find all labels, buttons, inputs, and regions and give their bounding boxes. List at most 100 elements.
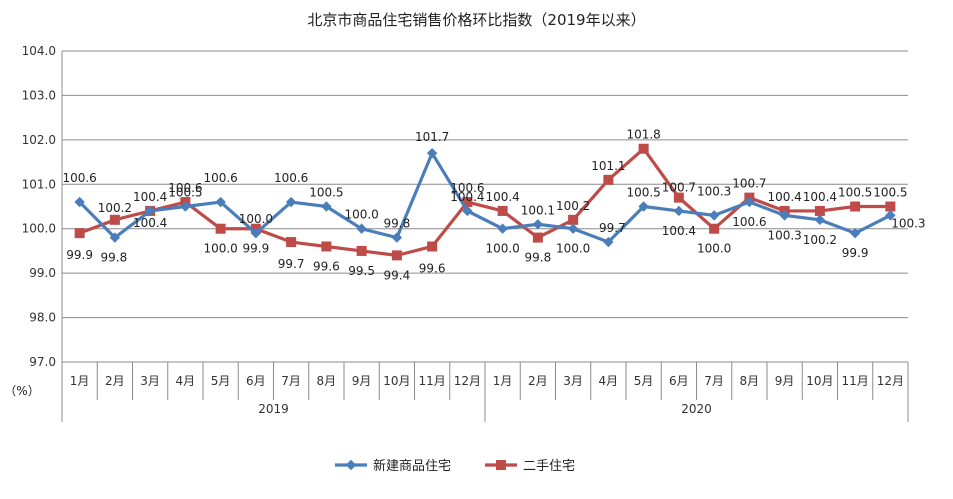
- y-tick-label: 102.0: [22, 133, 56, 147]
- data-point-diamond: [144, 205, 156, 217]
- x-tick-label: 12月: [877, 374, 904, 388]
- data-point-square: [497, 205, 508, 216]
- x-tick-label: 4月: [599, 374, 619, 388]
- data-point-square: [356, 245, 367, 256]
- data-label: 99.6: [419, 261, 446, 275]
- data-label: 100.0: [556, 242, 590, 256]
- data-label: 100.0: [344, 208, 378, 222]
- data-label: 100.2: [556, 199, 590, 213]
- data-point-diamond: [462, 205, 473, 217]
- data-label: 100.3: [767, 228, 801, 242]
- data-label: 100.7: [732, 177, 766, 191]
- data-point-diamond: [638, 201, 649, 212]
- series-line-new-homes: [78, 151, 892, 244]
- data-point-diamond: [180, 201, 191, 212]
- data-label: 100.1: [521, 203, 555, 217]
- data-label: 100.5: [873, 186, 907, 200]
- data-label: 100.4: [662, 224, 696, 238]
- x-tick-label: 7月: [704, 374, 724, 388]
- data-label: 99.6: [313, 259, 340, 273]
- x-tick-label: 9月: [352, 374, 372, 388]
- series-line-second-hand: [79, 147, 891, 257]
- data-point-diamond: [109, 232, 121, 243]
- data-label: 100.5: [626, 186, 660, 200]
- data-label: 100.6: [450, 181, 484, 195]
- data-label: 99.8: [101, 251, 128, 265]
- data-point-diamond: [744, 196, 755, 208]
- y-tick-label: 97.0: [29, 355, 56, 369]
- data-point-square: [885, 201, 896, 212]
- data-point-diamond: [356, 223, 367, 234]
- data-point-square: [603, 174, 614, 185]
- x-tick-label: 2月: [105, 374, 125, 388]
- x-tick-label: 11月: [841, 374, 868, 388]
- x-tick-label: 8月: [740, 374, 760, 388]
- data-point-square: [427, 241, 438, 252]
- data-point-square: [568, 214, 579, 225]
- data-label: 99.9: [243, 242, 270, 256]
- axis-layer: 97.0 98.0 99.0 100.0 101.0 102.0 103.0 104.0 1月 2…: [22, 44, 909, 422]
- data-label: 100.0: [203, 242, 237, 256]
- data-point-diamond: [708, 210, 720, 221]
- data-label: 100.5: [168, 186, 202, 200]
- data-point-square: [814, 205, 825, 216]
- data-point-diamond: [321, 201, 332, 212]
- data-point-diamond: [74, 196, 85, 208]
- data-label: 99.9: [66, 248, 93, 262]
- data-point-square: [109, 214, 120, 225]
- data-point-diamond: [673, 205, 685, 217]
- y-tick-label: 99.0: [29, 266, 56, 280]
- x-tick-label: 12月: [454, 374, 481, 388]
- data-label: 100.4: [767, 190, 801, 204]
- y-axis-unit-label: （%）: [4, 384, 39, 398]
- data-point-diamond: [779, 210, 790, 221]
- legend-label: 二手住宅: [523, 459, 575, 474]
- data-label: 99.8: [384, 217, 411, 231]
- data-label: 100.0: [697, 242, 731, 256]
- x-tick-label: 3月: [563, 374, 583, 388]
- data-point-diamond: [250, 227, 262, 239]
- y-tick-label: 101.0: [22, 177, 56, 191]
- data-point-square: [462, 197, 473, 208]
- data-label: 100.6: [732, 215, 766, 229]
- data-point-square: [638, 143, 649, 154]
- data-label: 99.4: [384, 268, 411, 282]
- data-point-diamond: [391, 232, 403, 243]
- x-tick-label: 4月: [176, 374, 196, 388]
- data-label: 100.2: [803, 233, 837, 247]
- series-layer: [74, 143, 896, 261]
- data-point-square: [673, 192, 684, 203]
- y-tick-label: 98.0: [29, 311, 56, 325]
- legend: 新建商品住宅 二手住宅: [335, 458, 575, 474]
- legend-marker-square: [496, 460, 506, 470]
- data-point-diamond: [215, 196, 226, 208]
- data-label: 99.7: [278, 257, 305, 271]
- data-label: 100.5: [838, 186, 872, 200]
- x-group-label: 2019: [258, 402, 289, 416]
- data-point-diamond: [532, 219, 544, 230]
- data-label: 99.8: [525, 251, 552, 265]
- data-label: 100.7: [662, 181, 696, 195]
- data-label: 100.3: [697, 184, 731, 198]
- data-point-diamond: [885, 210, 896, 221]
- data-point-square: [850, 201, 861, 212]
- data-point-diamond: [603, 236, 614, 248]
- data-point-square: [286, 237, 297, 248]
- x-tick-label: 10月: [806, 374, 833, 388]
- data-label: 100.6: [62, 171, 96, 185]
- y-tick-label: 104.0: [22, 44, 56, 58]
- x-tick-label: 3月: [140, 374, 160, 388]
- data-label: 100.2: [98, 201, 132, 215]
- data-label: 99.9: [842, 246, 869, 260]
- x-tick-label: 11月: [418, 374, 445, 388]
- data-label: 100.4: [485, 190, 519, 204]
- data-label: 100.6: [274, 171, 308, 185]
- data-label: 99.5: [348, 264, 375, 278]
- x-tick-label: 5月: [634, 374, 654, 388]
- x-group-label: 2020: [681, 402, 712, 416]
- data-label: 100.4: [803, 190, 837, 204]
- data-point-diamond: [814, 214, 826, 226]
- data-point-diamond: [497, 223, 508, 234]
- x-tick-label: 1月: [70, 374, 90, 388]
